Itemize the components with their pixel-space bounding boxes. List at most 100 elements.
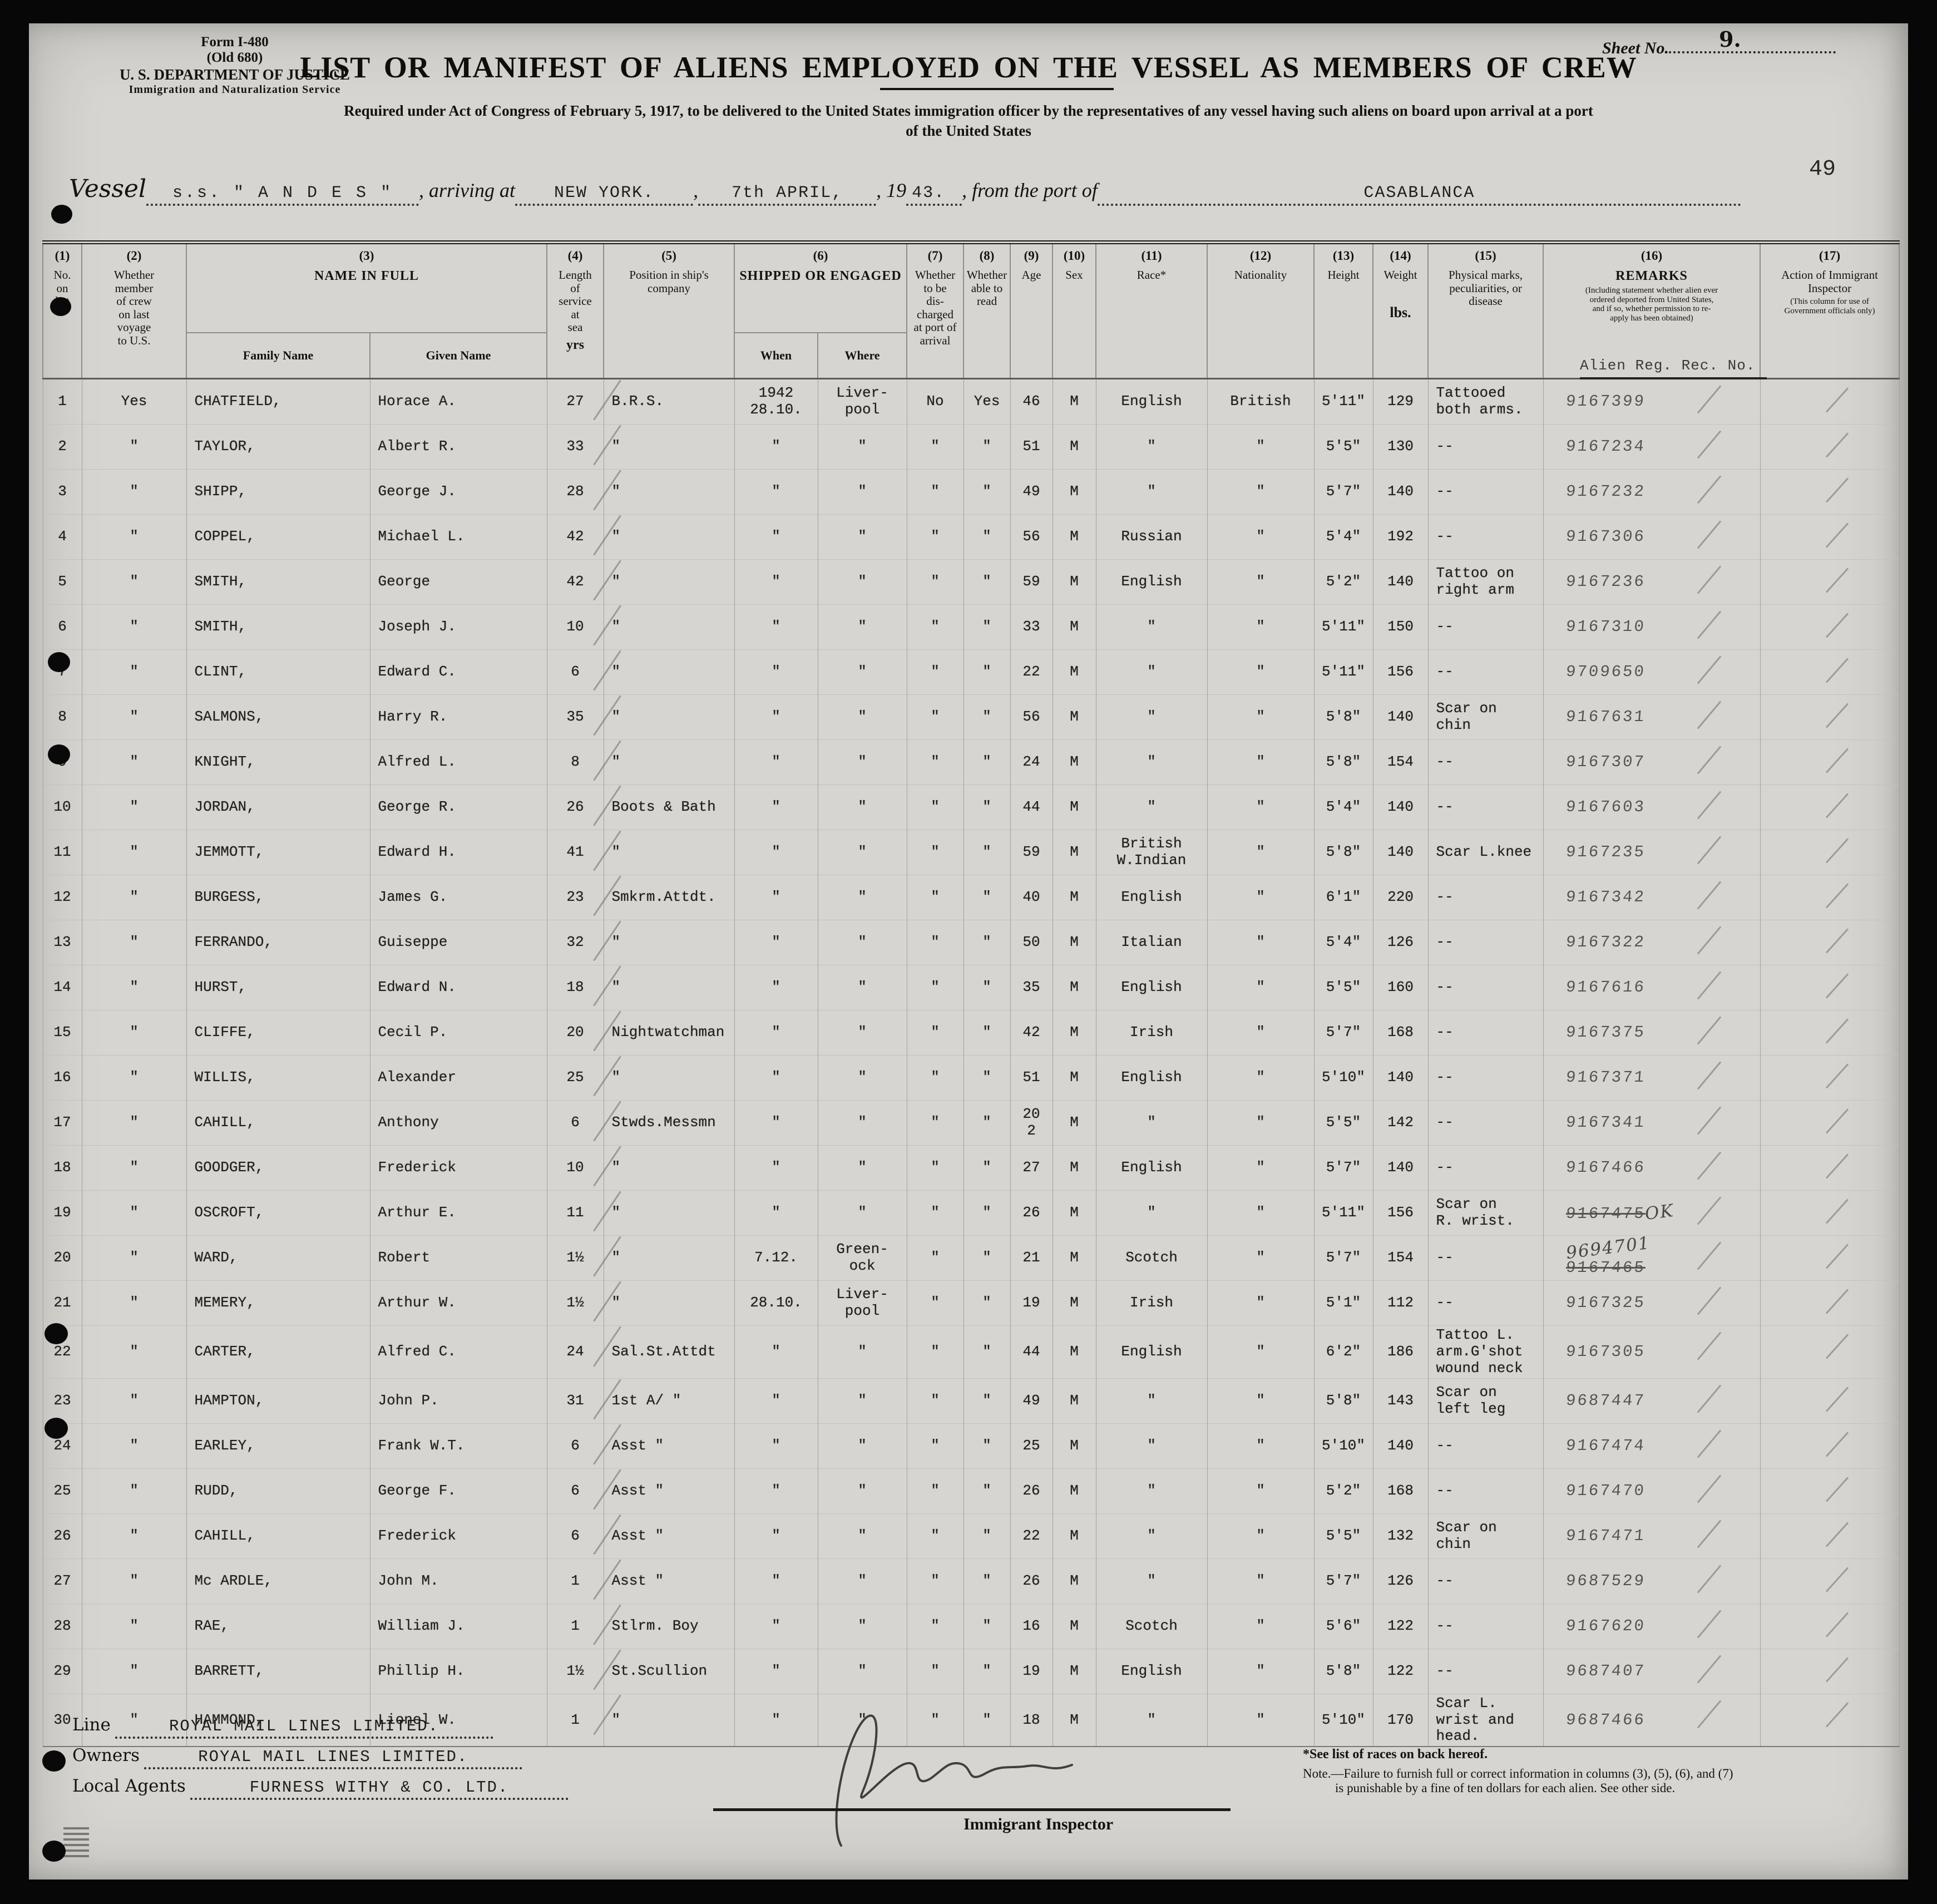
cell-where: " bbox=[817, 424, 907, 470]
cell-n: 2 bbox=[42, 424, 82, 470]
cell-position: " bbox=[603, 1055, 735, 1101]
cell-service: 10 bbox=[546, 1145, 621, 1191]
cell-given: George R. bbox=[369, 785, 547, 830]
pencil-check-mark bbox=[1697, 926, 1721, 955]
cell-position: " bbox=[603, 1190, 735, 1236]
cell-crew: Yes bbox=[81, 378, 187, 425]
cell-reg: 9167342 bbox=[1543, 875, 1761, 920]
cell-family: RUDD, bbox=[186, 1468, 370, 1514]
cell-position: Stlrm. Boy bbox=[603, 1603, 735, 1649]
cell-disch: " bbox=[906, 1423, 964, 1469]
cell-n: 28 bbox=[42, 1603, 82, 1649]
cell-read: " bbox=[963, 1235, 1011, 1281]
cell-nat: " bbox=[1207, 1423, 1315, 1469]
cell-disch: No bbox=[906, 378, 964, 425]
pencil-check-mark bbox=[1825, 703, 1849, 728]
table-row: 19 " OSCROFT, Arthur E. 11 " " " " " 26 M " " 5'11" 156… bbox=[42, 1190, 1900, 1236]
cell-action bbox=[1760, 1190, 1900, 1236]
cell-where: " bbox=[817, 694, 907, 740]
cell-marks: -- bbox=[1427, 1558, 1544, 1604]
cell-weight: 132 bbox=[1372, 1513, 1429, 1559]
cell-position: B.R.S. bbox=[603, 378, 735, 425]
cell-when: " bbox=[734, 694, 818, 740]
cell-race: " bbox=[1095, 739, 1208, 785]
cell-nat: " bbox=[1207, 649, 1315, 695]
cell-disch: " bbox=[906, 469, 964, 515]
cell-nat: " bbox=[1207, 424, 1315, 470]
cell-marks: -- bbox=[1427, 1603, 1544, 1649]
cell-marks: -- bbox=[1427, 1145, 1544, 1191]
cell-read: " bbox=[963, 1100, 1011, 1146]
stamped-page-number: 49 bbox=[1808, 157, 1836, 182]
cell-action bbox=[1760, 1468, 1900, 1514]
cell-sex: M bbox=[1052, 424, 1096, 470]
cell-sex: M bbox=[1052, 1325, 1096, 1379]
table-row: 13 " FERRANDO, Guiseppe 32 " " " " " 50 M Italian " 5'… bbox=[42, 920, 1900, 965]
pencil-check-mark bbox=[1697, 1331, 1721, 1360]
cell-read: " bbox=[963, 785, 1011, 830]
form-number: Form I-480 bbox=[201, 34, 269, 50]
cell-position: " bbox=[603, 424, 735, 470]
title-rule bbox=[880, 88, 1114, 90]
header-able-to-read: (8) Whether able to read bbox=[963, 241, 1011, 379]
arrival-port-field: NEW YORK. bbox=[515, 184, 694, 206]
cell-sex: M bbox=[1052, 514, 1096, 560]
cell-when: " bbox=[734, 965, 818, 1010]
punch-hole bbox=[48, 652, 70, 672]
local-agents-label: Local Agents bbox=[72, 1776, 186, 1796]
table-row: 10 " JORDAN, George R. 26 Boots & Bath " " " " 44 M… bbox=[42, 785, 1900, 830]
pencil-check-mark bbox=[1697, 1151, 1721, 1180]
pencil-check-mark bbox=[1825, 1289, 1849, 1314]
cell-disch: " bbox=[906, 1055, 964, 1101]
cell-position: Sal.St.Attdt bbox=[603, 1325, 735, 1379]
cell-position: " bbox=[603, 1693, 735, 1747]
cell-n: 8 bbox=[42, 694, 82, 740]
cell-position: 1st A/ " bbox=[603, 1378, 735, 1424]
cell-position: St.Scullion bbox=[603, 1648, 735, 1694]
cell-height: 5'7" bbox=[1313, 1235, 1373, 1281]
cell-when: " bbox=[734, 1378, 818, 1424]
cell-reg: 9167470 bbox=[1543, 1468, 1761, 1514]
cell-marks: -- bbox=[1427, 1280, 1544, 1326]
cell-height: 5'7" bbox=[1313, 1558, 1373, 1604]
cell-age: 51 bbox=[1010, 1055, 1053, 1101]
cell-weight: 168 bbox=[1372, 1468, 1429, 1514]
cell-height: 5'7" bbox=[1313, 1145, 1373, 1191]
cell-sex: M bbox=[1052, 1190, 1096, 1236]
arrival-date-field: 7th APRIL, bbox=[698, 184, 877, 206]
from-port-field: CASABLANCA bbox=[1097, 184, 1741, 206]
cell-crew: " bbox=[81, 604, 187, 650]
cell-service: 25 bbox=[546, 1055, 621, 1101]
cell-crew: " bbox=[81, 1423, 187, 1469]
pencil-check-mark bbox=[1697, 1106, 1721, 1135]
cell-family: MEMERY, bbox=[186, 1280, 370, 1326]
pencil-check-mark bbox=[1697, 836, 1721, 865]
cell-disch: " bbox=[906, 1100, 964, 1146]
cell-race: " bbox=[1095, 649, 1208, 695]
cell-race: " bbox=[1095, 1513, 1208, 1559]
cell-action bbox=[1760, 378, 1900, 425]
table-row: 17 " CAHILL, Anthony 6 Stwds.Messmn " " " " 20 2 M "… bbox=[42, 1100, 1900, 1146]
cell-n: 26 bbox=[42, 1513, 82, 1559]
cell-family: WARD, bbox=[186, 1235, 370, 1281]
cell-family: HURST, bbox=[186, 965, 370, 1010]
cell-family: SHIPP, bbox=[186, 469, 370, 515]
table-row: 4 " COPPEL, Michael L. 42 " " " " " 56 M Russian " 5'4… bbox=[42, 514, 1900, 560]
service-name: Immigration and Naturalization Service bbox=[129, 83, 341, 96]
cell-marks: -- bbox=[1427, 875, 1544, 920]
cell-action bbox=[1760, 1648, 1900, 1694]
cell-family: FERRANDO, bbox=[186, 920, 370, 965]
header-remarks: (16) REMARKS (Including statement whether … bbox=[1543, 241, 1761, 379]
cell-age: 19 bbox=[1010, 1280, 1053, 1326]
cell-race: English bbox=[1095, 965, 1208, 1010]
cell-read: " bbox=[963, 559, 1011, 605]
cell-age: 56 bbox=[1010, 694, 1053, 740]
pencil-check-mark bbox=[1825, 1334, 1849, 1359]
pencil-check-mark bbox=[1825, 1567, 1849, 1592]
cell-sex: M bbox=[1052, 1423, 1096, 1469]
cell-nat: " bbox=[1207, 604, 1315, 650]
cell-height: 5'8" bbox=[1313, 1648, 1373, 1694]
manifest-body: 1 Yes CHATFIELD, Horace A. 27 B.R.S. 1942 28.1… bbox=[42, 378, 1900, 1747]
cell-action bbox=[1760, 1558, 1900, 1604]
cell-age: 40 bbox=[1010, 875, 1053, 920]
